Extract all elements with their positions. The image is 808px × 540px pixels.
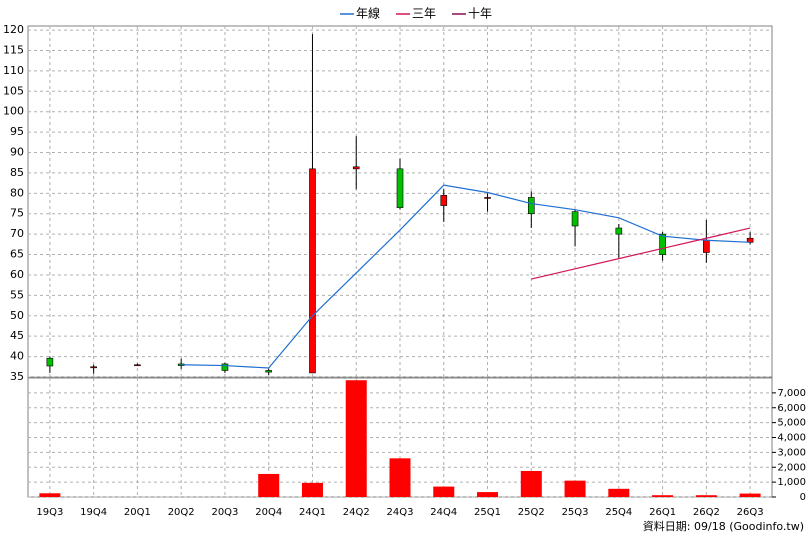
y2-tick-label: 7,000	[777, 388, 806, 399]
y-tick-label: 85	[10, 166, 24, 179]
x-tick-label: 24Q1	[299, 507, 326, 518]
y-tick-label: 120	[3, 23, 24, 36]
x-tick-label: 26Q2	[693, 507, 720, 518]
volume-bar	[520, 470, 542, 497]
x-tick-label: 25Q1	[474, 507, 501, 518]
y-tick-label: 50	[10, 309, 24, 322]
candle-body	[615, 227, 623, 235]
volume-bar	[608, 488, 630, 497]
x-tick-label: 20Q2	[168, 507, 195, 518]
candle-body	[440, 195, 448, 206]
x-tick-label: 25Q3	[562, 507, 589, 518]
candle-body	[571, 211, 579, 227]
volume-bar	[652, 495, 674, 497]
y-tick-label: 80	[10, 186, 24, 199]
volume-bar	[389, 458, 411, 497]
candle-body	[659, 233, 666, 255]
volume-bar	[301, 482, 323, 497]
y-tick-label: 115	[3, 43, 24, 56]
x-tick-label: 24Q4	[430, 507, 457, 518]
candle-body	[221, 363, 229, 371]
legend-label: 十年	[468, 7, 492, 21]
candle-body	[484, 197, 491, 199]
x-tick-label: 20Q3	[211, 507, 238, 518]
y-tick-label: 90	[10, 146, 24, 159]
x-tick-label: 25Q2	[518, 507, 545, 518]
legend-label: 三年	[412, 7, 436, 21]
volume-bar	[345, 380, 367, 497]
candle-body	[134, 364, 141, 367]
legend-label: 年線	[356, 6, 380, 21]
x-tick-label: 19Q4	[80, 507, 107, 518]
volume-bar	[695, 495, 717, 497]
candle-body	[265, 370, 273, 373]
y-tick-label: 105	[3, 84, 24, 97]
candle-body	[703, 239, 710, 253]
y-tick-label: 110	[3, 64, 24, 77]
x-tick-label: 24Q2	[343, 507, 370, 518]
x-tick-label: 24Q3	[387, 507, 414, 518]
ma-line	[181, 184, 751, 369]
y-tick-label: 65	[10, 248, 24, 261]
candle-body	[396, 168, 404, 208]
y-tick-label: 95	[10, 125, 24, 138]
y-tick-label: 70	[10, 227, 24, 240]
volume-bar	[477, 492, 499, 497]
x-tick-label: 20Q1	[124, 507, 151, 518]
footer-note: 資料日期: 09/18 (Goodinfo.tw)	[643, 519, 804, 533]
candle-body	[309, 168, 316, 374]
candle-body	[90, 366, 97, 369]
x-tick-label: 19Q3	[36, 507, 63, 518]
volume-bar	[564, 480, 586, 497]
y-tick-label: 35	[10, 370, 24, 383]
y2-tick-label: 0	[800, 492, 806, 503]
candle-body	[527, 197, 535, 215]
y-tick-label: 75	[10, 207, 24, 220]
x-tick-label: 20Q4	[255, 507, 282, 518]
x-tick-label: 26Q3	[737, 507, 764, 518]
y-tick-label: 100	[3, 105, 24, 118]
y2-tick-label: 2,000	[777, 462, 806, 473]
y2-tick-label: 4,000	[777, 433, 806, 444]
x-tick-label: 25Q4	[605, 507, 632, 518]
ma-line	[531, 227, 751, 280]
candle-body	[46, 357, 54, 367]
x-tick-label: 26Q1	[649, 507, 676, 518]
volume-bar	[433, 486, 455, 497]
y-tick-label: 45	[10, 329, 24, 342]
y-tick-label: 40	[10, 350, 24, 363]
y-tick-label: 55	[10, 288, 24, 301]
y2-tick-label: 1,000	[777, 477, 806, 488]
y2-tick-label: 3,000	[777, 447, 806, 458]
candle-body	[352, 166, 360, 170]
y-tick-label: 60	[10, 268, 24, 281]
y2-tick-label: 5,000	[777, 418, 806, 429]
volume-bar	[739, 493, 761, 497]
y2-tick-label: 6,000	[777, 403, 806, 414]
volume-bar	[39, 493, 61, 497]
volume-bar	[258, 473, 280, 497]
